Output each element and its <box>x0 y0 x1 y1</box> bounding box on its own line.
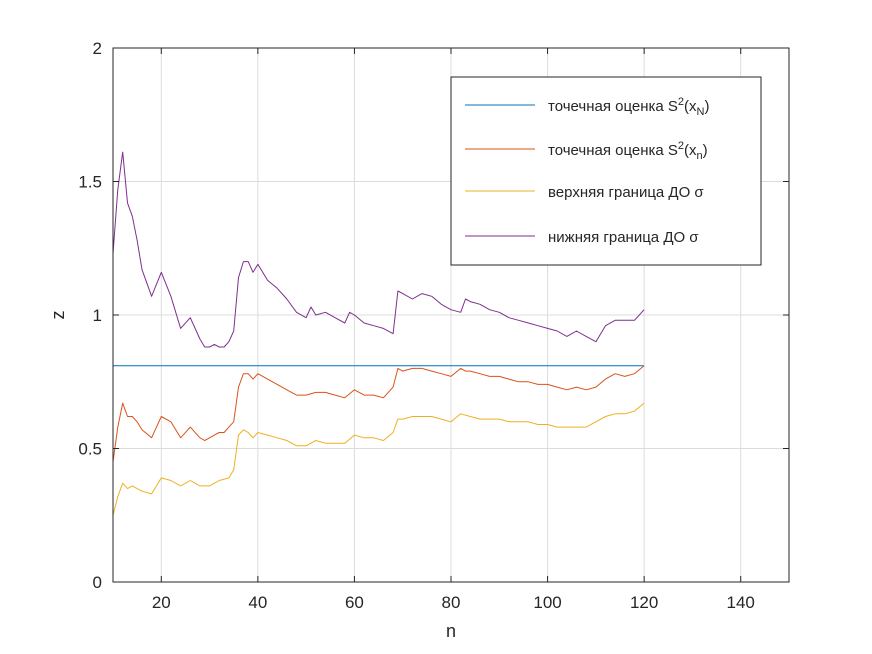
y-tick-label: 0.5 <box>78 440 102 459</box>
legend-entry-series-4: нижняя граница ДО σ <box>548 229 699 246</box>
legend: точечная оценка S2(xN) точечная оценка S… <box>450 76 762 266</box>
x-axis-label: n <box>446 621 456 641</box>
x-tick-label: 20 <box>152 593 171 612</box>
legend-entry-series-2-close: ) <box>703 142 708 159</box>
legend-entry-series-2: точечная оценка S2(xn) <box>548 140 708 162</box>
legend-entry-series-1-close: ) <box>704 98 709 115</box>
legend-entry-series-1-main: точечная оценка S <box>548 98 678 115</box>
series-line-2 <box>112 365 645 462</box>
y-tick-label: 1 <box>93 306 102 325</box>
legend-entry-series-3: верхняя граница ДО σ <box>548 184 704 201</box>
y-tick-label: 1.5 <box>78 173 102 192</box>
x-tick-label: 120 <box>630 593 658 612</box>
y-axis-label: z <box>48 311 68 320</box>
legend-entry-series-2-open: (x <box>684 142 697 159</box>
x-tick-label: 140 <box>727 593 755 612</box>
y-tick-label: 2 <box>93 39 102 58</box>
x-tick-labels: 20 40 60 80 100 120 140 <box>152 593 755 612</box>
legend-entry-series-2-sup: 2 <box>678 140 684 152</box>
y-tick-label: 0 <box>93 573 102 592</box>
legend-entry-series-2-sub: n <box>697 150 703 162</box>
legend-entry-series-1-sup: 2 <box>678 96 684 108</box>
legend-entry-series-1-open: (x <box>684 98 697 115</box>
y-tick-labels: 0 0.5 1 1.5 2 <box>78 39 102 592</box>
series-line-3 <box>112 402 645 516</box>
legend-entry-series-1-sub: N <box>697 106 705 118</box>
legend-entry-series-2-main: точечная оценка S <box>548 142 678 159</box>
legend-box <box>450 76 762 266</box>
x-tick-label: 80 <box>442 593 461 612</box>
series-line-4 <box>112 151 645 348</box>
legend-entry-series-1: точечная оценка S2(xN) <box>548 96 709 118</box>
series-lines <box>112 151 645 516</box>
x-tick-label: 40 <box>248 593 267 612</box>
x-tick-label: 60 <box>345 593 364 612</box>
x-tick-label: 100 <box>533 593 561 612</box>
tick-marks <box>113 47 789 583</box>
